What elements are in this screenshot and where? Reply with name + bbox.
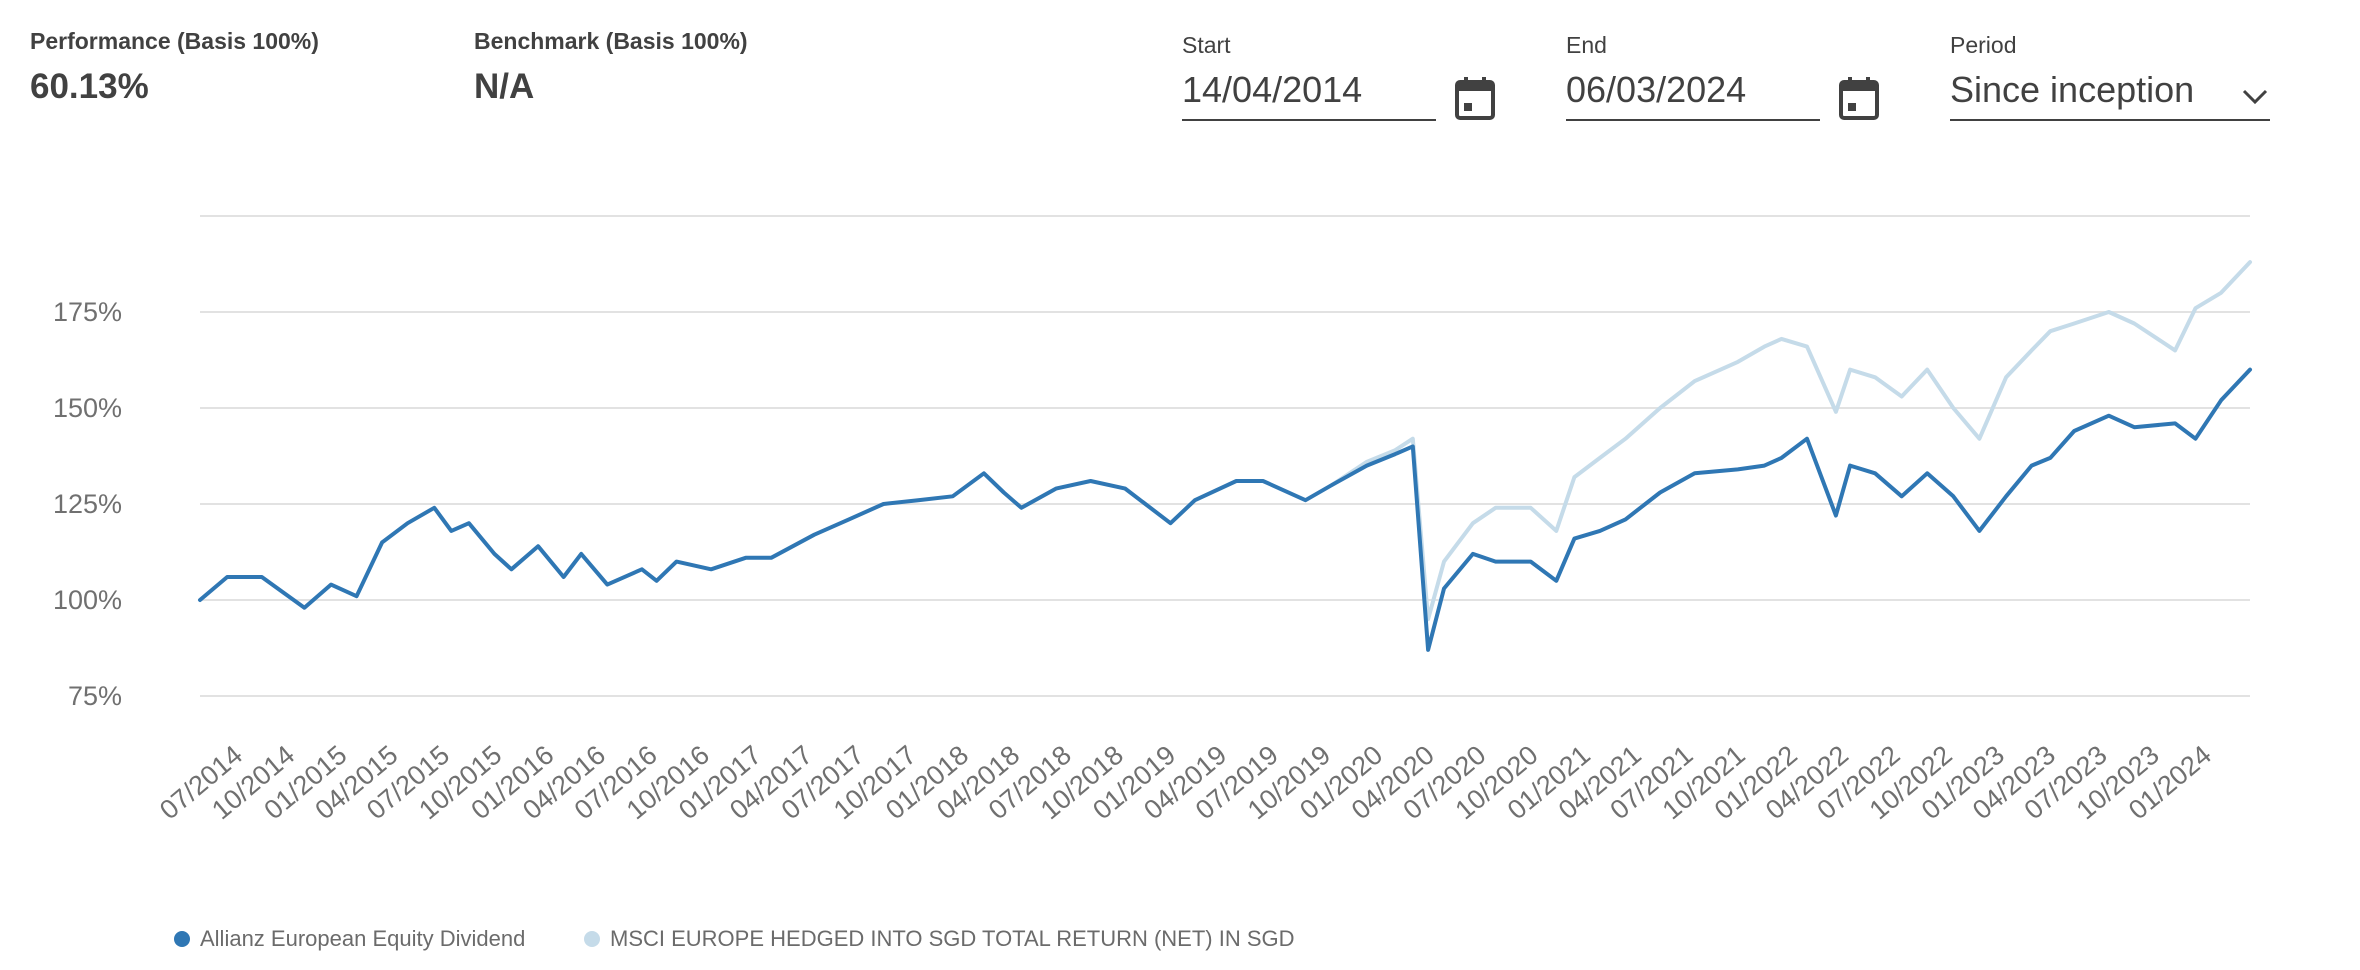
series-line-benchmark[interactable] [1330, 260, 2252, 622]
end-date-value: 06/03/2024 [1566, 69, 1747, 110]
calendar-icon[interactable] [1839, 76, 1879, 120]
legend-item-benchmark[interactable]: MSCI EUROPE HEDGED INTO SGD TOTAL RETURN… [584, 926, 1295, 952]
y-tick-label: 125% [53, 489, 122, 519]
y-tick-label: 100% [53, 585, 122, 615]
legend-label-benchmark: MSCI EUROPE HEDGED INTO SGD TOTAL RETURN… [610, 926, 1295, 951]
start-date-value: 14/04/2014 [1182, 69, 1363, 110]
period-value: Since inception [1950, 69, 2195, 110]
start-date-label: Start [1182, 32, 1231, 58]
performance-kpi: Performance (Basis 100%) 60.13% [30, 28, 319, 107]
y-tick-label: 175% [53, 297, 122, 327]
end-date-field: End 06/03/2024 [1566, 32, 1820, 121]
legend-item-fund[interactable]: Allianz European Equity Dividend [174, 926, 525, 952]
benchmark-label: Benchmark (Basis 100%) [474, 28, 748, 54]
period-field: Period Since inception [1950, 32, 2270, 121]
start-date-input[interactable]: 14/04/2014 [1182, 69, 1436, 121]
period-select[interactable]: Since inception [1950, 69, 2270, 121]
series-line-fund[interactable] [198, 367, 2252, 652]
period-label: Period [1950, 32, 2017, 58]
performance-chart: 75%100%125%150%175% 07/201410/201401/201… [53, 215, 2252, 825]
benchmark-kpi: Benchmark (Basis 100%) N/A [474, 28, 748, 107]
performance-value: 60.13% [30, 67, 149, 106]
y-tick-label: 150% [53, 393, 122, 423]
start-date-field: Start 14/04/2014 [1182, 32, 1436, 121]
end-date-input[interactable]: 06/03/2024 [1566, 69, 1820, 121]
legend-label-fund: Allianz European Equity Dividend [200, 926, 526, 951]
y-tick-label: 75% [68, 681, 122, 711]
performance-label: Performance (Basis 100%) [30, 28, 319, 54]
end-date-label: End [1566, 32, 1607, 58]
legend-dot-fund [174, 931, 190, 947]
calendar-icon[interactable] [1455, 76, 1495, 120]
legend-dot-benchmark [584, 931, 600, 947]
chevron-down-icon [2242, 89, 2268, 105]
benchmark-value: N/A [474, 67, 535, 106]
